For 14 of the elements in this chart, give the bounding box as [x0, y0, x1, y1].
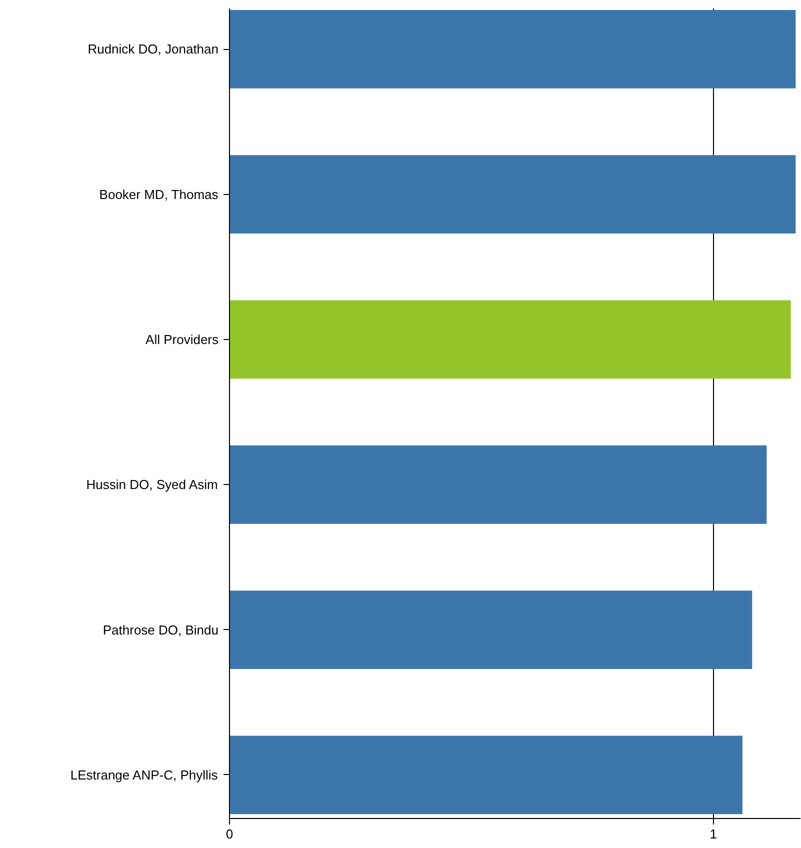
bar [230, 155, 796, 234]
y-tick-label: Booker MD, Thomas [99, 186, 219, 202]
y-tick-label: Rudnick DO, Jonathan [88, 42, 219, 57]
y-tick-label: LEstrange ANP-C, Phyllis [70, 767, 218, 782]
bar [230, 445, 767, 524]
bar [230, 736, 742, 814]
x-tick-label: 1 [710, 826, 718, 842]
bar [230, 300, 791, 379]
y-tick-label: Hussin DO, Syed Asim [86, 477, 218, 492]
bar [230, 10, 796, 88]
y-tick-label: Pathrose DO, Bindu [102, 622, 219, 638]
x-tick-label: 0 [226, 826, 234, 842]
y-tick-label: All Providers [146, 332, 219, 347]
bar [230, 590, 752, 669]
